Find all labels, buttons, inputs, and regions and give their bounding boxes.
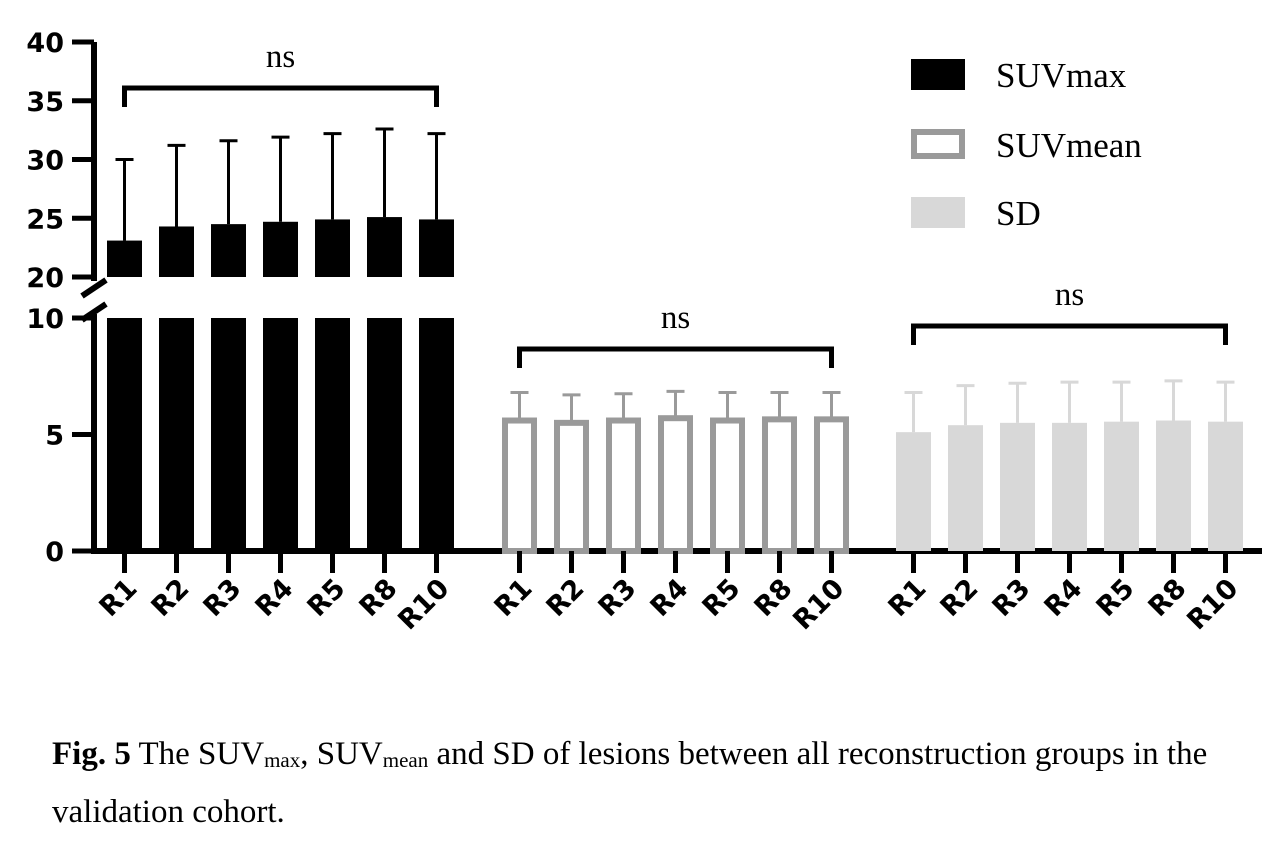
bar xyxy=(367,217,402,277)
axis-break-mark xyxy=(80,277,108,299)
bar xyxy=(159,226,194,277)
legend-swatch xyxy=(911,59,965,90)
bar xyxy=(159,318,194,551)
y-tick-label: 25 xyxy=(26,204,64,235)
y-tick-label: 35 xyxy=(26,87,64,118)
caption-text-3: and SD of lesions between all reconstruc… xyxy=(52,736,1208,830)
bar xyxy=(814,416,849,555)
caption-text-1: The SUV xyxy=(130,736,265,772)
x-tick-label: R3 xyxy=(593,573,643,623)
x-tick-label: R1 xyxy=(489,573,539,623)
x-tick-label: R4 xyxy=(1039,573,1089,623)
x-tick-label: R4 xyxy=(645,573,695,623)
figure-caption: Fig. 5 The SUVmax, SUVmean and SD of les… xyxy=(52,728,1252,838)
bar xyxy=(211,318,246,551)
legend-label: SUVmean xyxy=(996,126,1142,165)
bar xyxy=(107,240,142,277)
bar xyxy=(1000,422,1035,551)
x-tick-label: R10 xyxy=(787,573,850,636)
x-tick-label: R2 xyxy=(541,573,591,623)
x-tick-label: R1 xyxy=(94,573,144,623)
bar xyxy=(211,224,246,277)
x-tick-label: R1 xyxy=(883,573,933,623)
x-tick-label: R10 xyxy=(392,573,455,636)
bar xyxy=(107,318,142,551)
caption-text-2: , SUV xyxy=(300,736,383,772)
significance-bracket xyxy=(517,346,834,368)
bar xyxy=(502,417,537,554)
x-tick-label: R4 xyxy=(250,573,300,623)
significance-label: ns xyxy=(661,300,690,336)
significance-label: ns xyxy=(1055,277,1084,313)
bar xyxy=(263,318,298,551)
bar xyxy=(658,415,693,554)
significance-bracket xyxy=(911,323,1228,345)
y-tick-label: 10 xyxy=(26,304,64,335)
bar xyxy=(367,318,402,551)
x-tick-label: R5 xyxy=(302,573,352,623)
x-tick-label: R5 xyxy=(1091,573,1141,623)
bar xyxy=(315,318,350,551)
bar xyxy=(710,417,745,554)
legend-swatch xyxy=(911,129,965,159)
bar xyxy=(1208,421,1243,551)
bar xyxy=(263,221,298,277)
bar xyxy=(419,219,454,277)
y-tick-label: 30 xyxy=(26,146,64,177)
caption-label: Fig. 5 xyxy=(52,736,131,772)
x-tick-label: R3 xyxy=(198,573,248,623)
bar xyxy=(606,417,641,554)
bar xyxy=(1104,421,1139,551)
y-tick-label: 0 xyxy=(45,537,64,568)
legend-label: SD xyxy=(996,194,1041,233)
legend-label: SUVmax xyxy=(996,56,1127,95)
significance-bracket xyxy=(122,85,439,107)
bar xyxy=(1156,420,1191,551)
bar xyxy=(315,219,350,277)
significance-label: ns xyxy=(266,39,295,75)
x-tick-label: R2 xyxy=(146,573,196,623)
x-tick-label: R2 xyxy=(935,573,985,623)
bar xyxy=(948,425,983,551)
x-tick-label: R5 xyxy=(697,573,747,623)
bar xyxy=(554,419,589,554)
x-tick-label: R3 xyxy=(987,573,1037,623)
bar xyxy=(896,432,931,551)
y-tick-label: 5 xyxy=(45,421,64,452)
caption-sub-mean: mean xyxy=(382,748,429,772)
x-tick-label: R10 xyxy=(1181,573,1244,636)
legend-swatch xyxy=(911,197,965,228)
bar xyxy=(419,318,454,551)
caption-sub-max: max xyxy=(264,748,301,772)
y-tick-label: 20 xyxy=(26,263,64,294)
bar xyxy=(1052,422,1087,551)
y-tick-label: 40 xyxy=(26,28,64,59)
bar xyxy=(762,416,797,555)
